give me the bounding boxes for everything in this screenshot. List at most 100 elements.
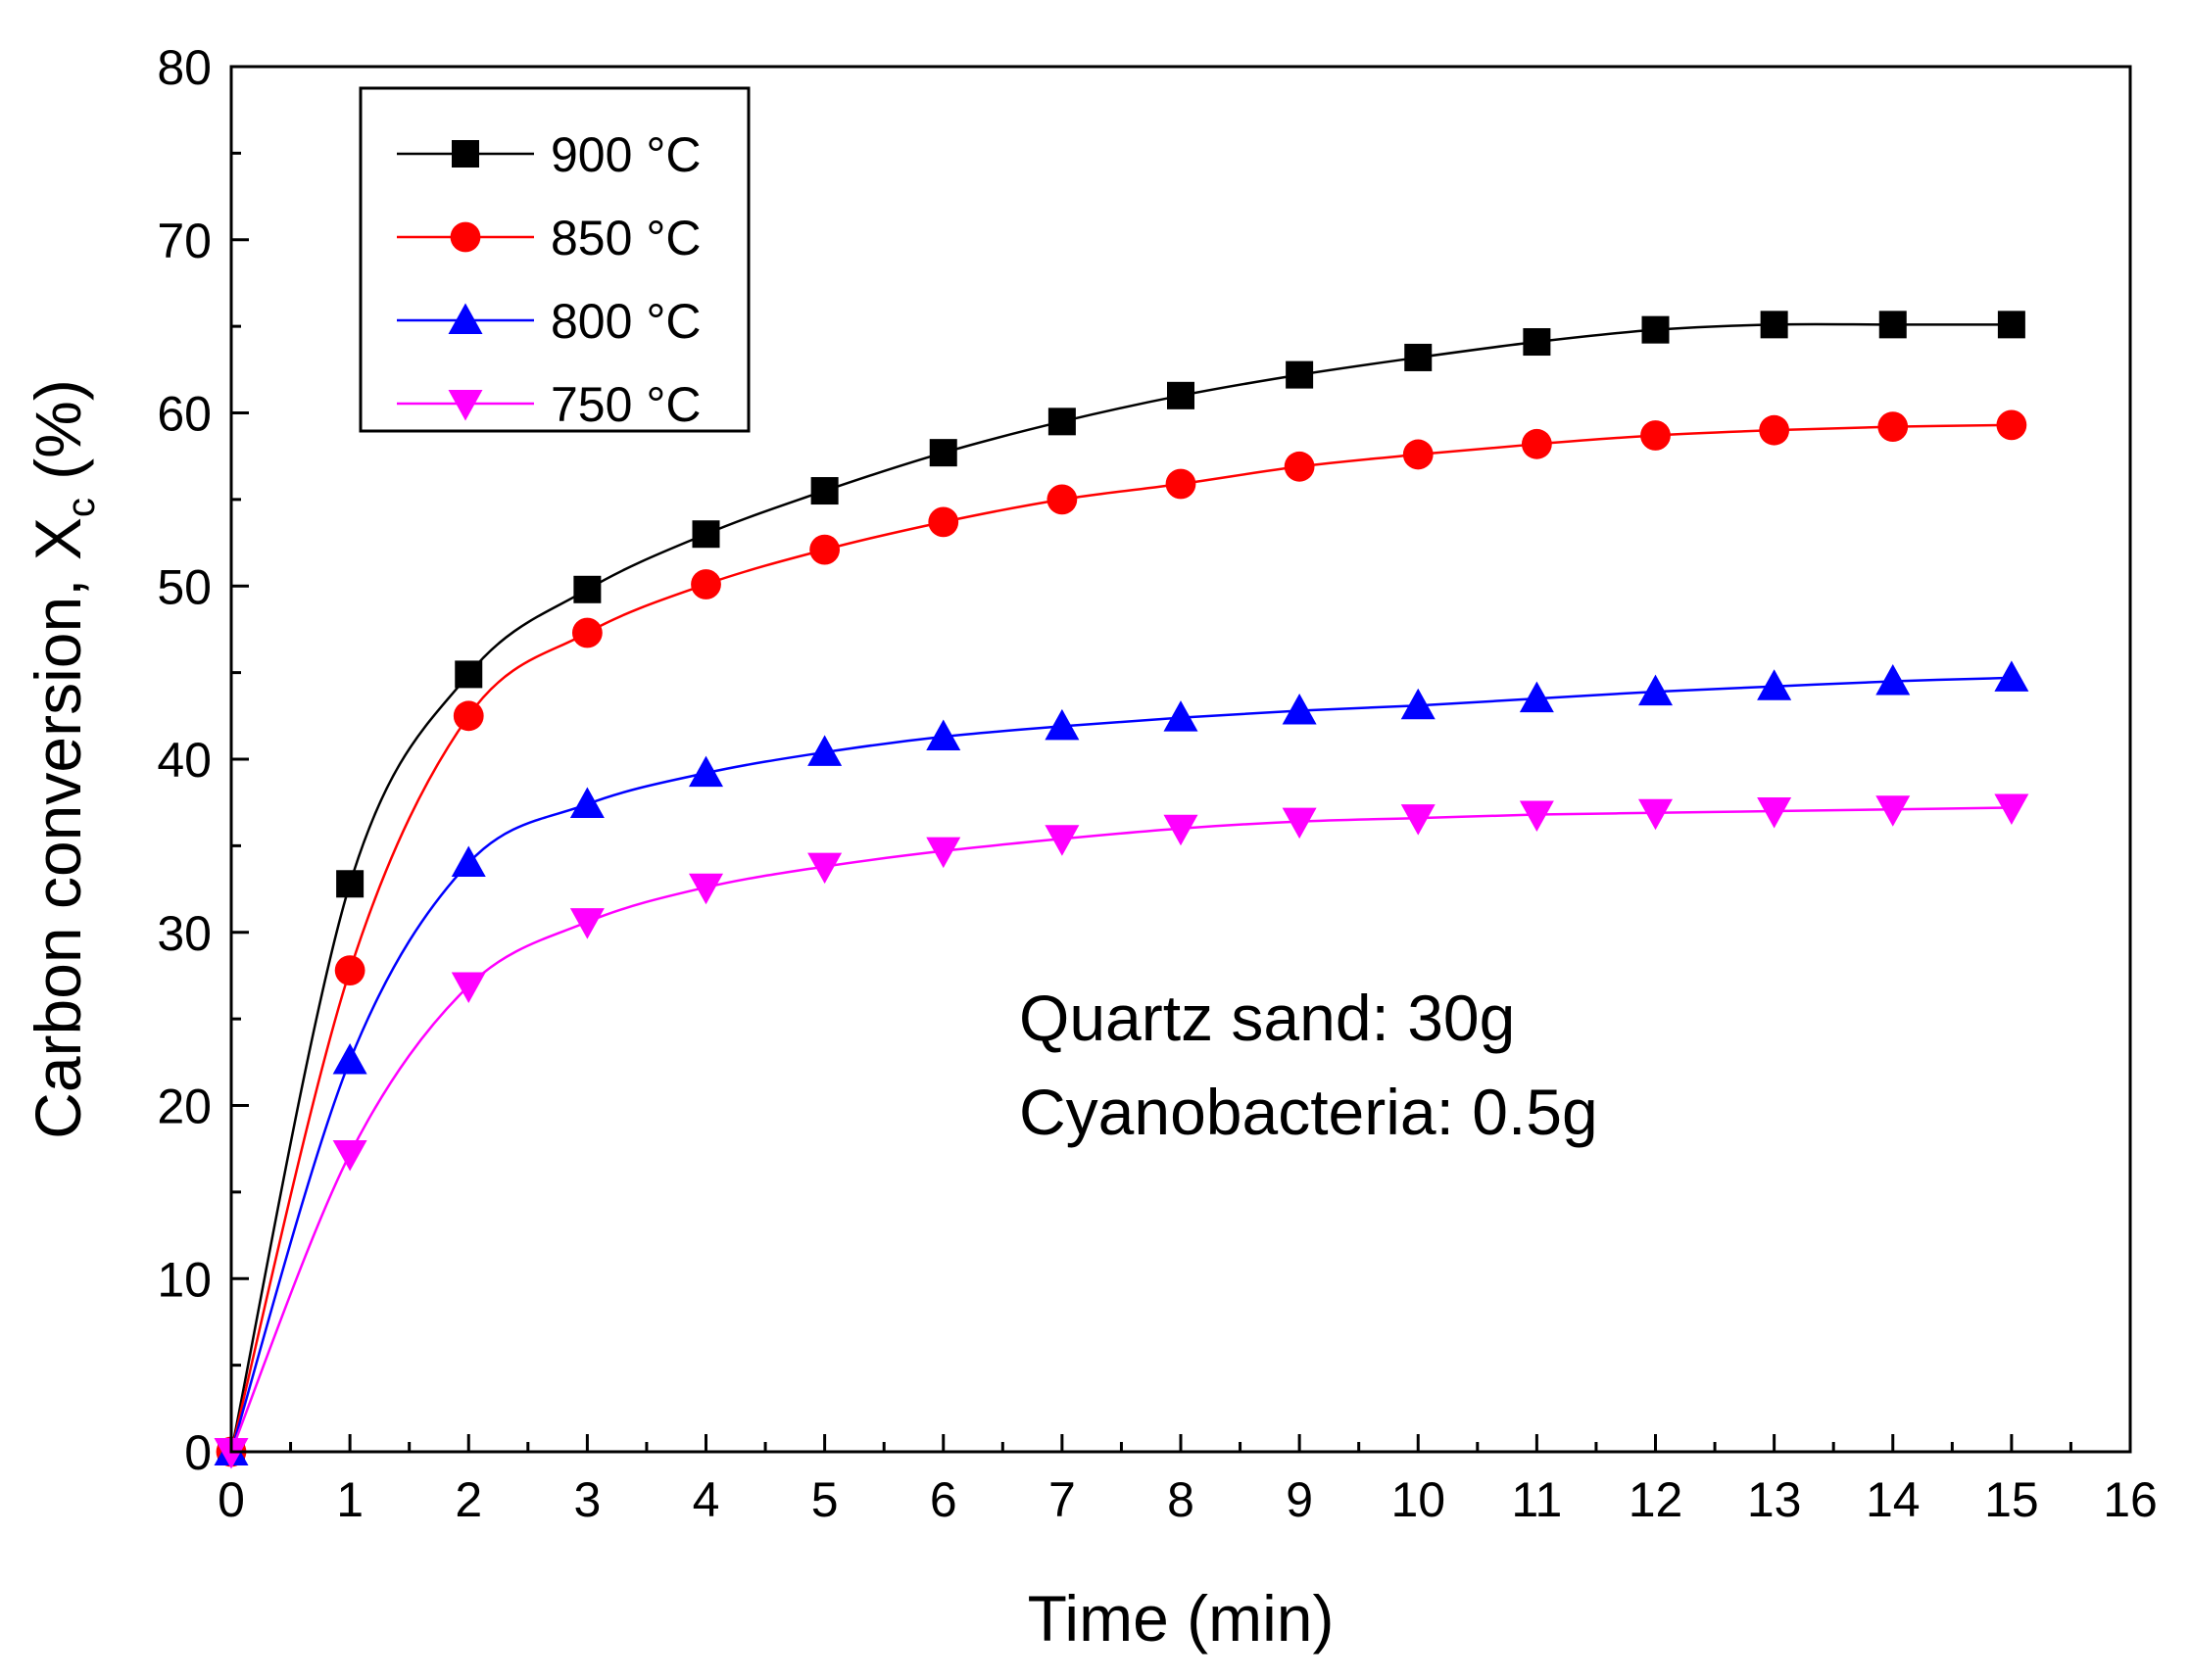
data-point-750 [1282,807,1317,840]
x-tick-label: 1 [336,1472,364,1527]
data-point-900 [1047,408,1076,436]
data-point-750 [1638,798,1673,831]
data-point-800 [451,845,486,878]
data-point-750 [926,837,961,869]
legend-label-750: 750 °C [551,377,701,432]
data-point-750 [451,972,486,1004]
data-point-900 [573,575,602,603]
y-axis-title-unit: (%) [22,379,94,498]
data-point-800 [569,787,605,818]
data-point-900 [336,870,365,898]
data-point-800 [1638,674,1673,706]
data-point-850 [571,617,603,648]
data-point-900 [455,660,483,689]
legend-label-800: 800 °C [551,294,701,349]
legend-label-850: 850 °C [551,211,701,265]
x-tick-label: 2 [455,1472,482,1527]
legend-marker-750 [448,390,483,421]
data-point-750 [1757,797,1792,829]
data-point-900 [692,520,720,549]
data-point-800 [689,755,723,788]
data-point-750 [807,852,843,885]
data-point-800 [926,719,961,751]
data-point-900 [1760,311,1788,339]
x-tick-label: 0 [218,1472,245,1527]
legend-marker-850 [450,221,481,253]
x-tick-label: 5 [811,1472,839,1527]
annotation-cyanobacteria: Cyanobacteria: 0.5g [1019,1076,1598,1148]
data-point-850 [1640,420,1671,451]
data-point-900 [1641,315,1670,344]
x-tick-label: 12 [1629,1472,1683,1527]
y-axis-title-main: Carbon conversion, X [22,517,94,1139]
legend-item-800: 800 °C [397,294,701,349]
data-point-900 [1523,328,1551,357]
x-tick-label: 3 [573,1472,601,1527]
data-point-900 [1404,343,1433,371]
y-tick-label: 60 [157,387,212,442]
data-point-750 [1994,793,2029,825]
annotation-quartz-sand: Quartz sand: 30g [1019,982,1515,1054]
plot-frame [229,65,2132,1454]
y-tick-label: 50 [157,559,212,614]
data-point-800 [1994,660,2029,692]
x-tick-label: 16 [2103,1472,2158,1527]
data-point-850 [1165,468,1196,500]
legend-marker-800 [448,303,483,334]
data-point-750 [1163,814,1198,846]
data-point-800 [1163,700,1198,732]
data-point-850 [1996,409,2027,441]
data-point-800 [1282,694,1317,725]
data-point-750 [689,873,723,905]
data-point-800 [1045,708,1080,741]
axis-ticks [229,65,2132,1454]
data-point-900 [810,477,839,505]
x-tick-label: 8 [1167,1472,1194,1527]
legend-item-850: 850 °C [397,211,701,265]
tick-labels: 0 1 2 3 4 5 6 7 8 9 10 11 12 13 14 15 160102030405060708… [157,40,2157,1527]
data-point-750 [1045,825,1080,856]
legend-unit: °C [646,377,701,432]
legend-item-750: 750 °C [397,377,701,432]
y-tick-label: 20 [157,1080,212,1134]
data-point-800 [1519,681,1554,713]
x-tick-label: 13 [1747,1472,1802,1527]
data-point-850 [334,955,365,986]
y-tick-label: 0 [184,1425,212,1480]
data-point-850 [1402,439,1434,470]
y-tick-label: 30 [157,906,212,961]
data-point-850 [453,700,484,732]
x-tick-label: 6 [930,1472,957,1527]
data-point-850 [1877,411,1909,443]
legend-unit: °C [646,294,701,349]
y-axis-title-subscript: c [60,498,103,517]
data-point-750 [332,1139,367,1172]
x-tick-label: 10 [1390,1472,1445,1527]
y-axis-title: Carbon conversion, Xc (%) [22,379,103,1139]
data-point-800 [1757,669,1792,700]
data-point-850 [809,534,841,565]
y-tick-label: 70 [157,214,212,268]
series-750 [214,793,2029,1469]
y-tick-label: 40 [157,733,212,788]
legend-unit: °C [646,127,701,182]
data-point-750 [569,908,605,939]
data-point-750 [1875,795,1911,827]
data-point-900 [1997,311,2025,339]
legend-item-900: 900 °C [397,127,701,182]
legend-temp: 800 [551,294,646,349]
y-tick-label: 80 [157,40,212,95]
data-point-800 [807,735,843,766]
data-point-850 [928,506,959,538]
data-point-850 [1046,484,1078,515]
data-point-750 [214,1438,249,1469]
x-tick-label: 14 [1866,1472,1921,1527]
series-900 [218,311,2025,1465]
data-point-850 [1284,451,1315,482]
data-point-750 [1519,800,1554,833]
data-point-900 [1878,311,1907,339]
x-tick-label: 15 [1984,1472,2039,1527]
